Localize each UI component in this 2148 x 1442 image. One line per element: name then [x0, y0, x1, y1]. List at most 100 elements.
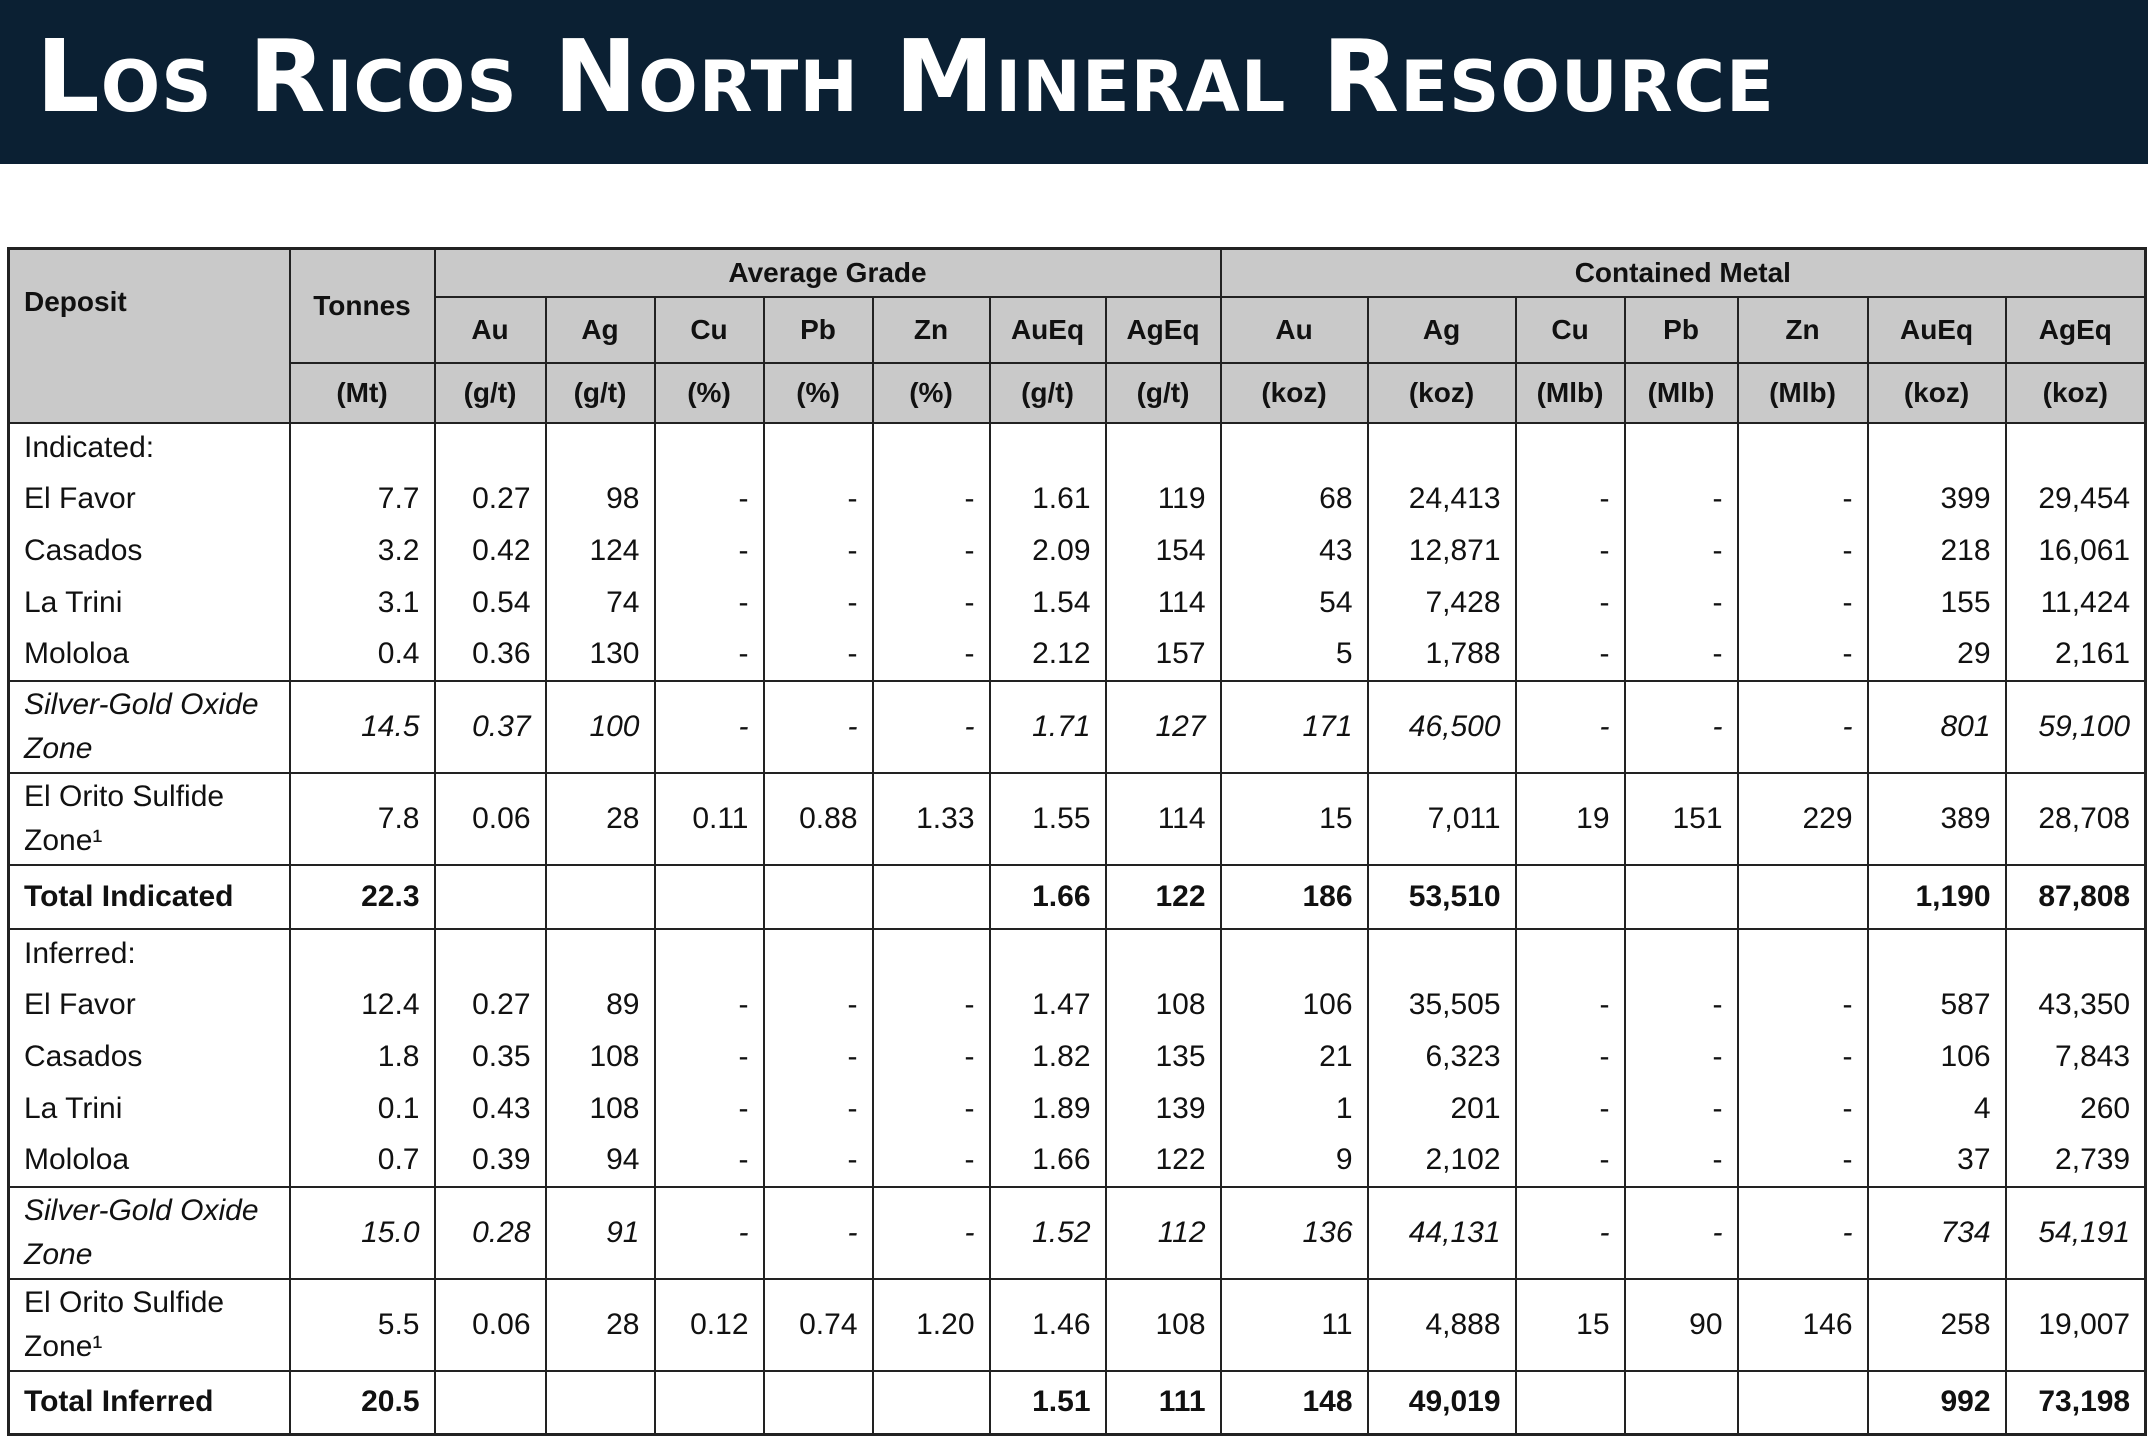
cell: 89: [544, 978, 656, 1031]
element-header: Au: [433, 295, 547, 364]
cell: -: [871, 1082, 991, 1135]
cell: 135: [1104, 1030, 1222, 1083]
cell: -: [1736, 978, 1869, 1031]
cell: 399: [1866, 472, 2007, 525]
cell: -: [653, 1082, 765, 1135]
page-title: Los Ricos North Mineral Resource: [36, 18, 1775, 135]
cell: 218: [1866, 524, 2007, 577]
cell: 11,424: [2004, 576, 2147, 629]
cell: 106: [1219, 978, 1369, 1031]
cell: 114: [1104, 771, 1222, 865]
cell: [544, 421, 656, 473]
row-label: Silver-Gold Oxide Zone: [7, 679, 291, 773]
cell: 7.8: [288, 771, 436, 865]
cell: -: [1623, 628, 1739, 681]
cell: 3.2: [288, 524, 436, 577]
cell: 16,061: [2004, 524, 2147, 577]
cell: 1,788: [1366, 628, 1517, 681]
unit-header: (koz): [1219, 361, 1369, 424]
cell: [762, 927, 874, 979]
cell: 15: [1219, 771, 1369, 865]
cell: 7.7: [288, 472, 436, 525]
cell: 68: [1219, 472, 1369, 525]
cell: 108: [1104, 1277, 1222, 1371]
cell: -: [1514, 978, 1626, 1031]
unit-header: (Mlb): [1736, 361, 1869, 424]
table-row: El Orito Sulfide Zone¹ 5.5 0.06 28 0.12 0.74 1…: [7, 1277, 2147, 1371]
cell: 154: [1104, 524, 1222, 577]
cell: 43: [1219, 524, 1369, 577]
cell: 0.06: [433, 1277, 547, 1371]
element-header: Pb: [1623, 295, 1739, 364]
cell: 28: [544, 1277, 656, 1371]
element-header: Ag: [544, 295, 656, 364]
cell: 0.36: [433, 628, 547, 681]
cell: [1366, 927, 1517, 979]
cell: 7,428: [1366, 576, 1517, 629]
table-row: Casados 1.8 0.35 108- - -1.82 135 21 6,323- - -106…: [7, 1030, 2147, 1083]
cell: 734: [1866, 1185, 2007, 1279]
table-body: Indicated: El Favor 7.7 0.27 98- - -1.61 119 68 2…: [7, 421, 2147, 1435]
cell: [1514, 1369, 1626, 1435]
cell: 1.55: [988, 771, 1107, 865]
unit-header: (g/t): [433, 361, 547, 424]
cell: 0.27: [433, 978, 547, 1031]
cell: 1.33: [871, 771, 991, 865]
cell: 2,161: [2004, 628, 2147, 681]
cell: [762, 863, 874, 929]
row-label: Mololoa: [7, 628, 291, 681]
cell: 11: [1219, 1277, 1369, 1371]
cell: -: [871, 576, 991, 629]
cell: 157: [1104, 628, 1222, 681]
cell: 3.1: [288, 576, 436, 629]
cell: -: [1623, 472, 1739, 525]
cell: [988, 421, 1107, 473]
cell: 7,011: [1366, 771, 1517, 865]
cell: [1623, 421, 1739, 473]
cell: 5.5: [288, 1277, 436, 1371]
cell: 2,102: [1366, 1134, 1517, 1187]
cell: 260: [2004, 1082, 2147, 1135]
cell: [1104, 421, 1222, 473]
table-head: Deposit Tonnes Average Grade Contained Meta…: [7, 247, 2147, 424]
cell: -: [762, 628, 874, 681]
unit-header: (koz): [1366, 361, 1517, 424]
unit-header: (g/t): [544, 361, 656, 424]
cell: [871, 1369, 991, 1435]
cell: [653, 1369, 765, 1435]
cell: 122: [1104, 863, 1222, 929]
cell: 59,100: [2004, 679, 2147, 773]
row-label: Total Inferred: [7, 1369, 291, 1435]
cell: 0.35: [433, 1030, 547, 1083]
cell: -: [653, 576, 765, 629]
header-row: Au Ag Cu Pb Zn AuEq AgEq Au Ag Cu Pb Zn AuEq AgEq: [9, 295, 2147, 364]
cell: 90: [1623, 1277, 1739, 1371]
cell: -: [1514, 1185, 1626, 1279]
cell: 801: [1866, 679, 2007, 773]
cell: 12,871: [1366, 524, 1517, 577]
cell: -: [1736, 1030, 1869, 1083]
section-row: Inferred:: [7, 927, 2147, 979]
cell: 22.3: [288, 863, 436, 929]
unit-header: (g/t): [988, 361, 1107, 424]
cell: -: [1514, 679, 1626, 773]
cell: 2,739: [2004, 1134, 2147, 1187]
cell: -: [762, 679, 874, 773]
cell: -: [1736, 576, 1869, 629]
cell: 2.12: [988, 628, 1107, 681]
cell: -: [653, 1185, 765, 1279]
cell: -: [762, 524, 874, 577]
table-row: Total Inferred 20.5 1.51 111 148 49,019 992 73,…: [7, 1369, 2147, 1435]
cell: -: [1623, 1134, 1739, 1187]
cell: -: [871, 978, 991, 1031]
table-row: Silver-Gold Oxide Zone 14.5 0.37 100- - -1.71…: [7, 679, 2147, 773]
unit-header: (koz): [2004, 361, 2147, 424]
cell: 15: [1514, 1277, 1626, 1371]
cell: 139: [1104, 1082, 1222, 1135]
cell: 136: [1219, 1185, 1369, 1279]
cell: -: [653, 1134, 765, 1187]
element-header: Ag: [1366, 295, 1517, 364]
element-header: Cu: [1514, 295, 1626, 364]
row-label: El Orito Sulfide Zone¹: [7, 771, 291, 865]
